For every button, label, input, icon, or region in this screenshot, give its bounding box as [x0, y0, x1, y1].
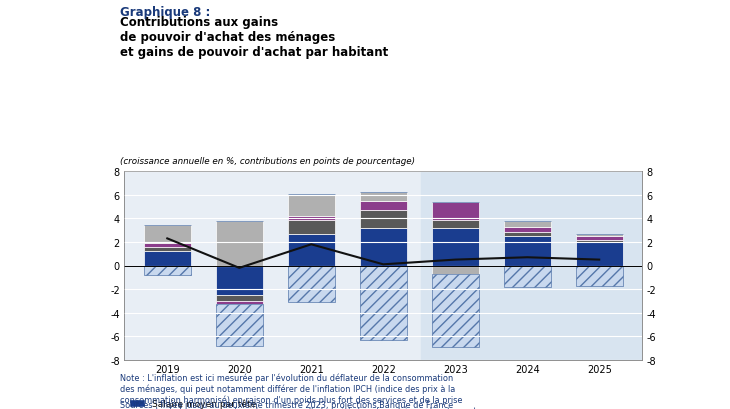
Text: (croissance annuelle en %, contributions en points de pourcentage): (croissance annuelle en %, contributions… — [120, 157, 415, 166]
Bar — [432, 202, 479, 220]
Bar — [360, 201, 407, 211]
Bar — [432, 274, 479, 347]
Text: Contributions aux gains
de pouvoir d'achat des ménages
et gains de pouvoir d'ach: Contributions aux gains de pouvoir d'ach… — [120, 16, 388, 59]
Bar — [432, 266, 479, 274]
Bar — [504, 266, 550, 287]
Text: Graphique 8 :: Graphique 8 : — [120, 6, 215, 19]
Bar — [288, 266, 334, 302]
Bar — [504, 227, 550, 233]
Bar — [144, 226, 191, 243]
Bar — [432, 228, 479, 266]
Text: Note : L'inflation est ici mesurée par l'évolution du déflateur de la consommati: Note : L'inflation est ici mesurée par l… — [120, 373, 477, 409]
Bar — [360, 228, 407, 266]
Bar — [288, 216, 334, 220]
Legend: Salaire moyen par tête, Emploi, Autres revenus, Impôts directs, prestations soci: Salaire moyen par tête, Emploi, Autres r… — [128, 398, 401, 409]
Bar — [360, 266, 407, 340]
Bar — [576, 234, 623, 236]
Bar — [144, 266, 191, 275]
Bar — [432, 220, 479, 228]
Bar — [144, 243, 191, 247]
Text: Sources : Insee jusqu'au deuxième trimestre 2023, projections Banque de France
s: Sources : Insee jusqu'au deuxième trimes… — [120, 400, 453, 409]
Bar — [216, 305, 263, 346]
Bar — [288, 234, 334, 266]
Bar — [360, 193, 407, 201]
Bar — [421, 172, 648, 360]
Bar — [216, 295, 263, 301]
Bar — [504, 221, 550, 227]
Bar — [216, 221, 263, 266]
Bar — [576, 236, 623, 240]
Bar — [576, 242, 623, 266]
Bar — [504, 233, 550, 236]
Bar — [216, 266, 263, 295]
Bar — [576, 266, 623, 286]
Bar — [144, 247, 191, 252]
Bar — [360, 211, 407, 228]
Bar — [576, 240, 623, 242]
Bar — [144, 252, 191, 266]
Bar — [288, 220, 334, 234]
Bar — [288, 194, 334, 216]
Bar — [504, 236, 550, 266]
Bar — [216, 301, 263, 305]
